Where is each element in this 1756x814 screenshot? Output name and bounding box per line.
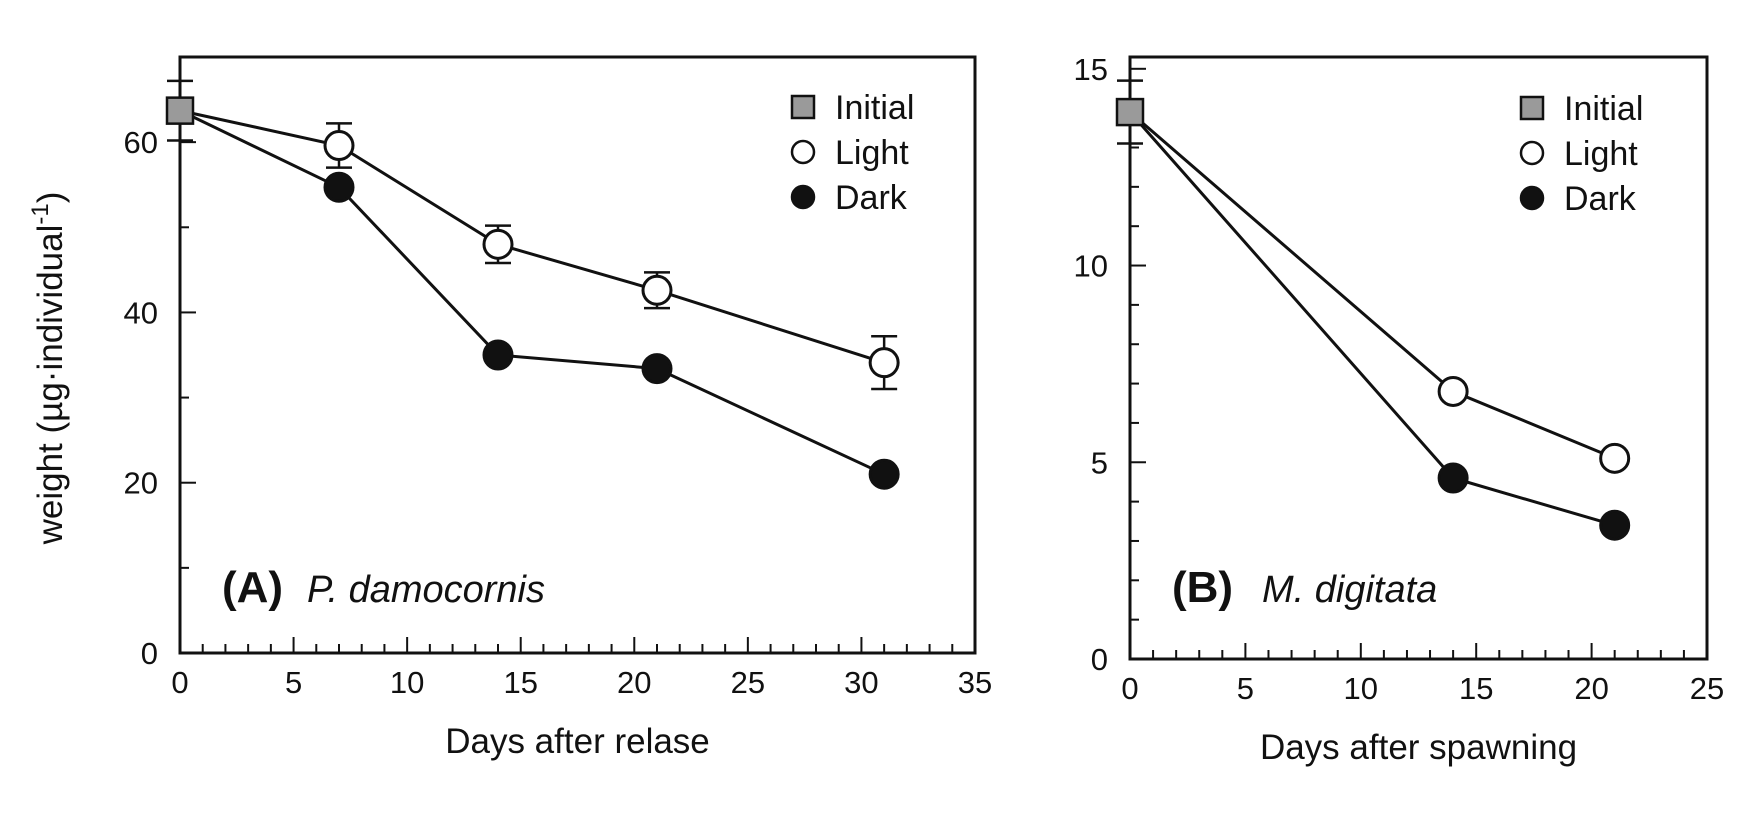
y-axis-title-superscript: -1: [27, 203, 54, 224]
y-tick-label: 0: [1091, 642, 1108, 677]
legend-label-initial: Initial: [1564, 90, 1643, 128]
panel-species: M. digitata: [1262, 569, 1437, 611]
y-tick-label: 0: [141, 636, 158, 671]
x-axis-title: Days after relase: [445, 722, 710, 761]
legend-marker-dark: [790, 184, 816, 210]
legend-label-light: Light: [1564, 135, 1638, 173]
x-tick-label: 0: [171, 665, 188, 700]
legend-marker-initial: [1519, 95, 1545, 121]
x-tick-label: 5: [1237, 671, 1254, 706]
y-tick-label: 20: [124, 466, 158, 501]
y-tick-label: 10: [1074, 249, 1108, 284]
x-tick-label: 10: [1344, 671, 1378, 706]
panel-letter: (A): [222, 563, 283, 612]
legend-label-initial: Initial: [835, 89, 914, 127]
light-point: [641, 274, 673, 306]
x-tick-label: 10: [390, 665, 424, 700]
x-tick-label: 35: [958, 665, 992, 700]
x-tick-label: 20: [1574, 671, 1608, 706]
y-tick-label: 60: [124, 125, 158, 160]
light-point: [1437, 375, 1469, 407]
legend-marker-initial: [790, 94, 816, 120]
dark-point: [641, 353, 673, 385]
x-tick-label: 15: [503, 665, 537, 700]
panel-a-chart: 0 5 10 15 20 25 30 35 0 20 40 60 Days after relase In…: [124, 55, 992, 761]
y-axis-title-main: weight (µg·individual: [31, 225, 70, 546]
x-tick-label: 20: [617, 665, 651, 700]
light-point: [868, 347, 900, 379]
y-tick-label: 15: [1074, 52, 1108, 87]
series-line-dark: [179, 109, 885, 476]
panel-letter: (B): [1172, 563, 1233, 612]
dark-point: [1437, 462, 1469, 494]
light-point: [323, 130, 355, 162]
initial-point: [165, 96, 195, 125]
legend-label-light: Light: [835, 134, 909, 172]
dark-point: [1599, 509, 1631, 541]
series-line-light: [1129, 110, 1616, 460]
y-axis-title: weight (µg·individual-1): [27, 192, 70, 546]
legend-label-dark: Dark: [835, 179, 908, 217]
light-point: [1599, 442, 1631, 474]
x-tick-label: 5: [285, 665, 302, 700]
plot-frame: [1128, 55, 1709, 661]
dark-point: [323, 171, 355, 203]
legend-marker-light: [790, 139, 816, 165]
x-tick-label: 25: [1690, 671, 1724, 706]
y-axis-title-close: ): [31, 192, 70, 204]
panel-species: P. damocornis: [307, 569, 545, 611]
legend-label-dark: Dark: [1564, 180, 1637, 218]
x-tick-label: 15: [1459, 671, 1493, 706]
x-tick-label: 25: [731, 665, 765, 700]
legend-marker-light: [1519, 140, 1545, 166]
dark-point: [868, 458, 900, 490]
x-tick-label: 0: [1121, 671, 1138, 706]
plot-frame: [178, 55, 977, 655]
initial-point: [1115, 97, 1145, 127]
y-tick-label: 40: [124, 295, 158, 330]
x-tick-label: 30: [844, 665, 878, 700]
panel-b-chart: 0 5 10 15 20 25 0 5 10 15 Days after spawning Initi…: [1074, 52, 1725, 767]
dark-point: [482, 339, 514, 371]
y-tick-label: 5: [1091, 445, 1108, 480]
light-point: [482, 228, 514, 260]
series-line-light: [179, 109, 885, 365]
legend-marker-dark: [1519, 185, 1545, 211]
x-axis-title: Days after spawning: [1260, 728, 1577, 767]
